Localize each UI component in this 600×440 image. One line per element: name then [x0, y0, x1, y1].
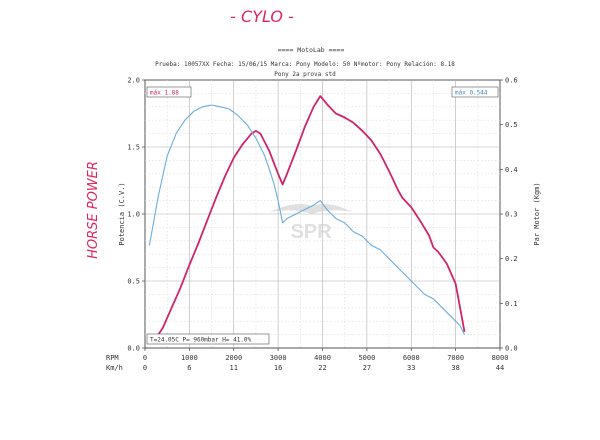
- x-tick-label-kmh: 38: [451, 364, 459, 372]
- header-title: ==== MotoLab ====: [278, 46, 345, 54]
- y-right-tick-label: 0.6: [505, 77, 518, 85]
- x-tick-label-rpm: 1000: [181, 354, 198, 362]
- x-tick-label-kmh: 44: [496, 364, 504, 372]
- series-layer: [148, 95, 466, 342]
- x-tick-label-rpm: 2000: [225, 354, 242, 362]
- y-right-tick-label: 0.4: [505, 166, 518, 174]
- watermark-text: SPR: [290, 221, 332, 243]
- x-tick-label-kmh: 33: [407, 364, 415, 372]
- x-tick-label-kmh: 0: [143, 364, 147, 372]
- y-axis-left-title: Potencia (C.V.): [118, 182, 126, 245]
- y-right-tick-label: 0.2: [505, 255, 518, 263]
- x-tick-label-rpm: 7000: [447, 354, 464, 362]
- x-tick-label-kmh: 22: [318, 364, 326, 372]
- header-line2: Pony 2a prova std: [274, 71, 336, 78]
- y-left-tick-label: 0.5: [127, 278, 140, 286]
- y-right-tick-label: 0.0: [505, 345, 518, 353]
- y-right-tick-label: 0.1: [505, 300, 518, 308]
- conditions-box: T=24.05C P= 960mbar H= 41.0%: [146, 333, 270, 345]
- x-axis-title-kmh: Km/h: [106, 364, 123, 372]
- handwritten-title: - CYLO -: [230, 7, 294, 26]
- y-left-tick-label: 1.0: [127, 211, 140, 219]
- x-tick-label-kmh: 6: [187, 364, 191, 372]
- max-torque-text: máx 0.544: [455, 90, 488, 97]
- plot-grid: [145, 80, 500, 348]
- wing-logo-icon: [270, 204, 352, 214]
- y-right-tick-label: 0.5: [505, 121, 518, 129]
- x-tick-label-rpm: 4000: [314, 354, 331, 362]
- conditions-text: T=24.05C P= 960mbar H= 41.0%: [150, 337, 252, 344]
- x-tick-label-rpm: 6000: [403, 354, 420, 362]
- x-tick-label-kmh: 27: [363, 364, 371, 372]
- handwritten-axis-label: HORSE POWER: [86, 161, 101, 259]
- x-tick-label-kmh: 16: [274, 364, 282, 372]
- torque-line: [148, 104, 465, 335]
- x-tick-label-rpm: 0: [143, 354, 147, 362]
- max-torque-box: máx 0.544: [451, 86, 499, 98]
- y-left-tick-label: 0.0: [127, 345, 140, 353]
- header-line1: Prueba: 10057XX Fecha: 15/06/15 Marca: P…: [155, 61, 455, 68]
- y-axis-right-title: Par Motor (Kgm): [533, 182, 541, 245]
- y-left-tick-label: 1.5: [127, 144, 140, 152]
- y-right-tick-label: 0.3: [505, 211, 518, 219]
- x-tick-label-rpm: 3000: [270, 354, 287, 362]
- spr-watermark: SPR: [270, 204, 352, 243]
- x-axis-title-rpm: RPM: [106, 354, 119, 362]
- y-left-tick-label: 2.0: [127, 77, 140, 85]
- max-power-box: máx 1.88: [146, 86, 192, 98]
- x-tick-label-kmh: 11: [230, 364, 238, 372]
- x-tick-label-rpm: 5000: [358, 354, 375, 362]
- axes: 0.0 0.5 1.0 1.5 2.0 0.0 0.1 0.2 0.3 0.4 0.5 0.6 0 0 10…: [127, 77, 517, 373]
- x-tick-label-rpm: 8000: [492, 354, 509, 362]
- power-line: [153, 95, 466, 342]
- max-power-text: máx 1.88: [150, 90, 179, 97]
